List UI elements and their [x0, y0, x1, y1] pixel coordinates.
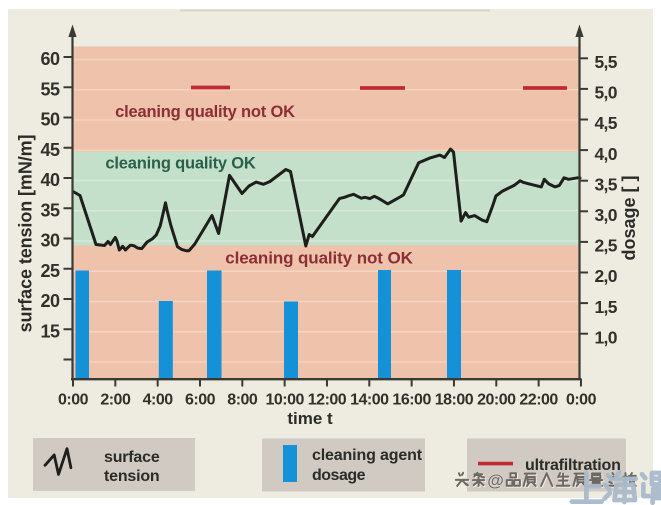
svg-text:4,5: 4,5: [595, 113, 618, 133]
svg-text:22:00: 22:00: [519, 392, 558, 409]
svg-text:dosage [ ]: dosage [ ]: [619, 175, 639, 260]
svg-text:3,0: 3,0: [595, 205, 618, 225]
svg-text:8:00: 8:00: [227, 392, 258, 409]
svg-text:20: 20: [40, 291, 60, 311]
svg-text:30: 30: [40, 231, 60, 251]
svg-text:dosage: dosage: [312, 467, 366, 484]
svg-text:2,0: 2,0: [595, 266, 618, 286]
svg-text:35: 35: [40, 200, 60, 220]
svg-text:surface tension [mN/m]: surface tension [mN/m]: [16, 135, 36, 333]
svg-text:0:00: 0:00: [566, 392, 597, 409]
svg-text:12:00: 12:00: [308, 392, 347, 409]
svg-text:0:00: 0:00: [58, 392, 89, 409]
svg-text:15: 15: [40, 321, 60, 341]
svg-text:3,5: 3,5: [595, 174, 618, 194]
svg-text:2,5: 2,5: [595, 236, 618, 256]
svg-text:14:00: 14:00: [350, 392, 389, 409]
svg-text:20:00: 20:00: [477, 392, 516, 409]
svg-text:2:00: 2:00: [100, 392, 131, 409]
svg-text:tension: tension: [104, 468, 160, 485]
svg-text:1,0: 1,0: [595, 327, 618, 347]
svg-text:ultrafiltration: ultrafiltration: [525, 457, 621, 474]
svg-text:surface: surface: [104, 449, 160, 466]
svg-text:5,0: 5,0: [595, 83, 618, 103]
svg-text:55: 55: [40, 79, 60, 99]
svg-text:@: @: [487, 471, 504, 490]
svg-text:16:00: 16:00: [392, 392, 431, 409]
svg-text:25: 25: [40, 261, 60, 281]
svg-text:time t: time t: [287, 409, 333, 428]
svg-text:10:00: 10:00: [265, 392, 304, 409]
svg-text:1,5: 1,5: [595, 297, 618, 317]
svg-text:6:00: 6:00: [185, 392, 216, 409]
svg-text:cleaning quality not OK: cleaning quality not OK: [225, 249, 413, 268]
svg-text:4:00: 4:00: [143, 392, 174, 409]
svg-text:cleaning quality not OK: cleaning quality not OK: [115, 103, 295, 121]
svg-text:50: 50: [40, 110, 60, 130]
svg-text:18:00: 18:00: [435, 392, 474, 409]
svg-text:4,0: 4,0: [595, 144, 618, 164]
svg-text:40: 40: [40, 170, 60, 190]
svg-text:cleaning agent: cleaning agent: [312, 447, 423, 464]
svg-text:45: 45: [40, 140, 60, 160]
svg-text:5,5: 5,5: [595, 52, 618, 72]
svg-text:cleaning quality OK: cleaning quality OK: [105, 155, 256, 173]
svg-text:60: 60: [40, 49, 60, 69]
